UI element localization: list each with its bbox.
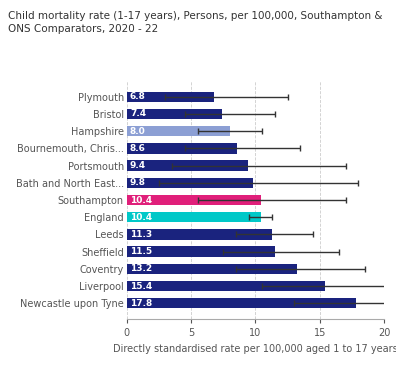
- Bar: [127, 212, 261, 222]
- Text: 11.5: 11.5: [130, 247, 152, 256]
- Text: 6.8: 6.8: [130, 92, 146, 101]
- Text: 13.2: 13.2: [130, 264, 152, 273]
- Text: 15.4: 15.4: [130, 281, 152, 291]
- Text: 17.8: 17.8: [130, 299, 152, 308]
- Text: 10.4: 10.4: [130, 213, 152, 222]
- Bar: [127, 109, 222, 119]
- Bar: [127, 298, 356, 308]
- Bar: [127, 178, 253, 188]
- Bar: [127, 247, 275, 257]
- Bar: [127, 92, 214, 102]
- Text: Child mortality rate (1-17 years), Persons, per 100,000, Southampton &
ONS Compa: Child mortality rate (1-17 years), Perso…: [8, 11, 383, 34]
- Bar: [127, 229, 272, 240]
- Text: 10.4: 10.4: [130, 196, 152, 204]
- Text: 8.0: 8.0: [130, 127, 146, 136]
- Bar: [127, 160, 248, 171]
- Bar: [127, 143, 238, 153]
- Bar: [127, 281, 325, 291]
- Bar: [127, 264, 297, 274]
- Text: 8.6: 8.6: [130, 144, 146, 153]
- X-axis label: Directly standardised rate per 100,000 aged 1 to 17 years: Directly standardised rate per 100,000 a…: [113, 344, 396, 354]
- Text: 9.8: 9.8: [130, 178, 146, 187]
- Text: 9.4: 9.4: [130, 161, 146, 170]
- Text: 7.4: 7.4: [130, 109, 146, 119]
- Bar: [127, 126, 230, 136]
- Text: 11.3: 11.3: [130, 230, 152, 239]
- Bar: [127, 195, 261, 205]
